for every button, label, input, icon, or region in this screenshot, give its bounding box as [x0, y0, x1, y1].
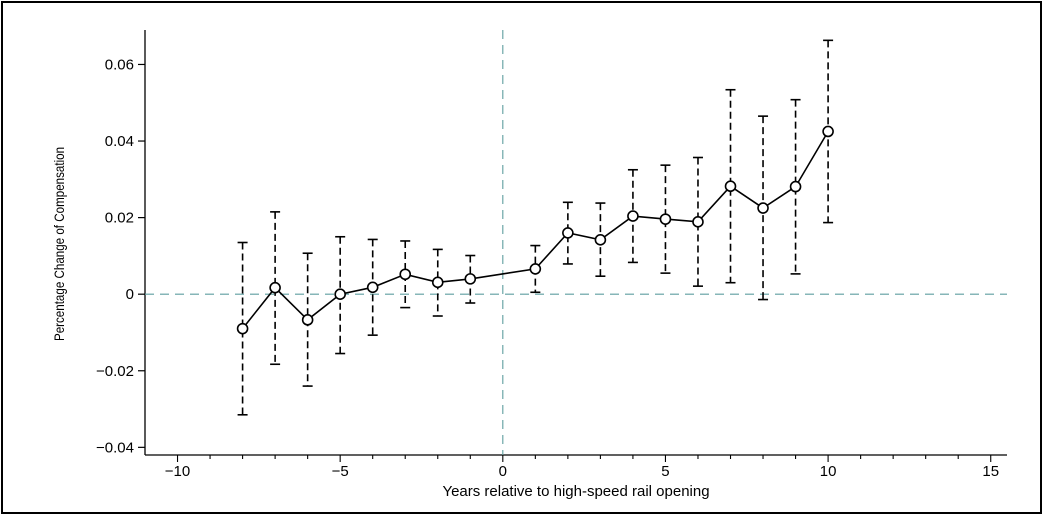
data-point [627, 210, 639, 222]
data-point [464, 273, 477, 285]
data-point [399, 268, 412, 281]
data-point [757, 202, 769, 214]
x-tick-label: 15 [982, 463, 999, 480]
data-point [659, 213, 672, 225]
data-point [692, 216, 704, 228]
point-markers [236, 125, 834, 335]
data-point [789, 180, 802, 193]
y-tick-label: −0.04 [96, 439, 134, 456]
x-tick-label: −5 [332, 463, 349, 480]
data-point [301, 314, 314, 326]
series-lines [241, 131, 829, 330]
y-tick-label: 0.06 [105, 56, 134, 73]
data-point [724, 180, 737, 193]
x-tick-label: 5 [661, 463, 669, 480]
data-point [431, 276, 444, 289]
x-axis-label: Years relative to high-speed rail openin… [442, 483, 709, 500]
x-axis-ticks: −10 −5 0 5 10 15 [165, 455, 999, 480]
y-tick-label: −0.02 [96, 363, 134, 380]
data-point [822, 125, 834, 138]
data-point [594, 234, 607, 246]
y-axis-label: Percentage Change of Compensation [52, 147, 67, 341]
data-point [562, 227, 574, 239]
series-line [241, 131, 829, 330]
y-tick-label: 0.04 [105, 133, 134, 150]
x-tick-label: −10 [165, 463, 190, 480]
y-tick-label: 0.02 [105, 210, 134, 227]
y-tick-label: 0 [126, 286, 134, 303]
x-tick-label: 10 [820, 463, 837, 480]
data-point [366, 281, 379, 294]
y-axis-ticks: −0.04 −0.02 0 0.02 0.04 0.06 [96, 56, 145, 456]
data-point [529, 263, 542, 275]
reference-lines [145, 30, 1007, 455]
data-point [334, 288, 346, 300]
data-point [269, 281, 281, 294]
data-point [236, 322, 249, 335]
x-tick-label: 0 [499, 463, 507, 480]
